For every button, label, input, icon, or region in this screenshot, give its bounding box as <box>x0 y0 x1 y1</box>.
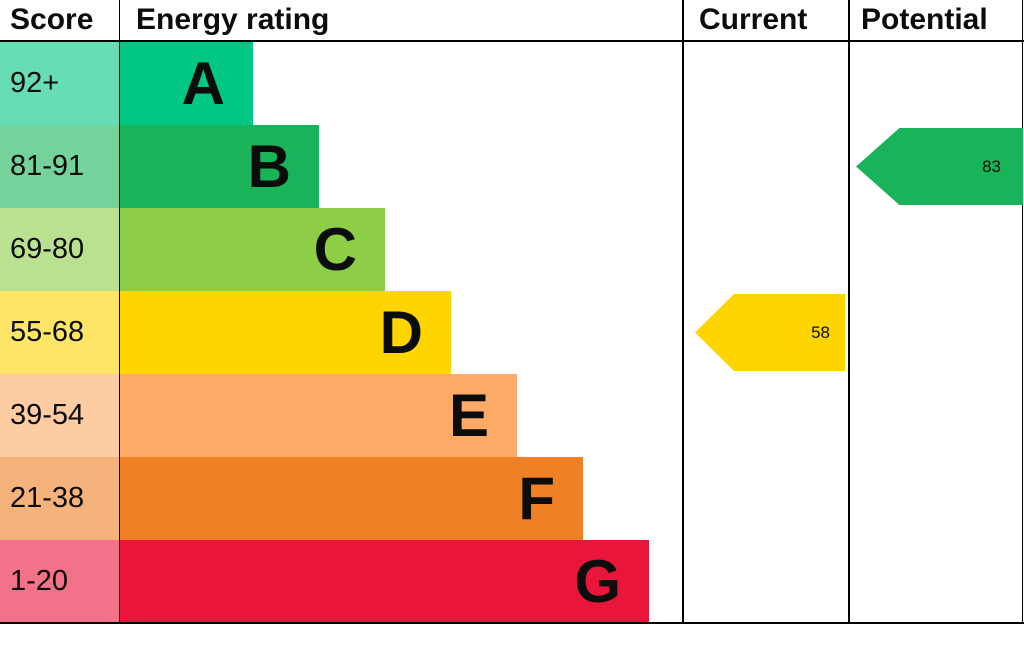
band-score-range: 92+ <box>0 42 120 125</box>
band-row-a: 92+ A <box>0 42 683 125</box>
band-score-range: 39-54 <box>0 374 120 457</box>
band-row-e: 39-54 E <box>0 374 683 457</box>
band-letter: D <box>379 298 423 366</box>
band-score-range: 69-80 <box>0 208 120 291</box>
current-rating-value: 58 <box>811 323 830 342</box>
current-column-header: Current <box>699 3 808 36</box>
band-row-d: 55-68 D <box>0 291 683 374</box>
score-column-header: Score <box>10 3 94 36</box>
band-score-range: 1-20 <box>0 540 120 623</box>
potential-rating-value: 83 <box>982 157 1001 176</box>
band-letter: C <box>313 215 357 283</box>
current-rating-arrow: 58 <box>695 294 845 371</box>
potential-column-divider <box>848 0 850 624</box>
band-row-b: 81-91 B <box>0 125 683 208</box>
band-bar-g: G <box>120 540 649 623</box>
band-row-g: 1-20 G <box>0 540 683 623</box>
band-row-f: 21-38 F <box>0 457 683 540</box>
band-bar-d: D <box>120 291 451 374</box>
band-letter: A <box>181 49 225 117</box>
header-divider-line <box>0 40 1024 42</box>
band-score-range: 55-68 <box>0 291 120 374</box>
band-letter: B <box>247 132 291 200</box>
band-bar-b: B <box>120 125 319 208</box>
potential-rating-arrow: 83 <box>856 128 1023 205</box>
band-letter: E <box>448 381 489 449</box>
score-column-divider <box>118 0 120 624</box>
band-score-range: 21-38 <box>0 457 120 540</box>
band-score-range: 81-91 <box>0 125 120 208</box>
energy-rating-column-header: Energy rating <box>136 3 330 36</box>
band-bar-e: E <box>120 374 517 457</box>
chart-bottom-border <box>0 622 1024 624</box>
band-letter: G <box>574 547 621 615</box>
right-border-line <box>1021 0 1023 624</box>
band-bar-a: A <box>120 42 253 125</box>
band-bar-f: F <box>120 457 583 540</box>
potential-column-header: Potential <box>861 3 988 36</box>
current-column-divider <box>682 0 684 624</box>
band-bar-c: C <box>120 208 385 291</box>
band-letter: F <box>518 464 555 532</box>
band-row-c: 69-80 C <box>0 208 683 291</box>
